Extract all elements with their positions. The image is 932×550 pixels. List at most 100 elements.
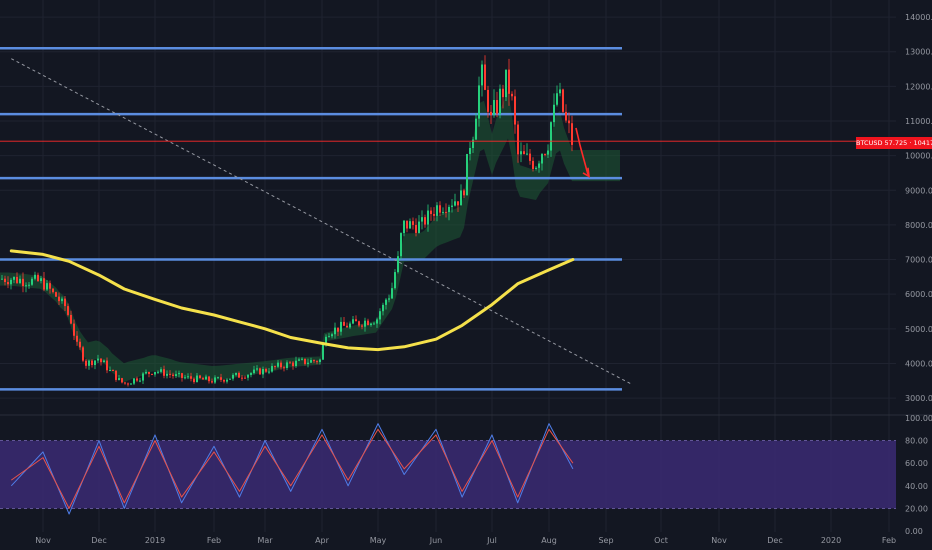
candle-body bbox=[289, 362, 291, 364]
candle-body bbox=[403, 220, 405, 234]
candle-body bbox=[454, 201, 456, 206]
oscillator-tick-label: 20.00 bbox=[905, 504, 928, 513]
price-axis: 14000.00 13000.00 12000.00 11000.00 10000.00… bbox=[905, 13, 932, 403]
candle-body bbox=[205, 376, 207, 380]
candle-body bbox=[469, 148, 471, 155]
candle-body bbox=[148, 371, 150, 374]
price-tick-label: 6000.00 bbox=[905, 290, 932, 299]
candle-body bbox=[133, 378, 135, 384]
candle-body bbox=[271, 366, 273, 372]
candle-body bbox=[511, 93, 513, 97]
candle-body bbox=[46, 283, 48, 290]
oscillator-band bbox=[0, 440, 896, 509]
candle-body bbox=[106, 360, 108, 371]
projection-arrow bbox=[575, 127, 589, 175]
candle-body bbox=[196, 375, 198, 383]
candle-body bbox=[163, 369, 165, 376]
candle-body bbox=[121, 378, 123, 383]
candle-body bbox=[40, 278, 42, 282]
candle-body bbox=[382, 304, 384, 312]
candle-body bbox=[526, 153, 528, 155]
candle-body bbox=[64, 298, 66, 307]
candle-body bbox=[481, 64, 483, 86]
candle-body bbox=[88, 360, 90, 366]
candle-body bbox=[499, 88, 501, 114]
candle-body bbox=[385, 299, 387, 305]
time-tick-label: Dec bbox=[91, 536, 106, 545]
candle-body bbox=[22, 278, 24, 287]
candle-body bbox=[343, 321, 345, 326]
candle-body bbox=[430, 210, 432, 215]
candle-body bbox=[301, 358, 303, 360]
candle-body bbox=[292, 362, 294, 367]
candle-body bbox=[358, 321, 360, 326]
price-tick-label: 10000.00 bbox=[905, 152, 932, 161]
candle-body bbox=[31, 278, 33, 285]
time-tick-label: Jun bbox=[429, 536, 443, 545]
candle-body bbox=[109, 369, 111, 371]
oscillator-tick-label: 80.00 bbox=[905, 437, 928, 446]
candle-body bbox=[355, 319, 357, 322]
candle-body bbox=[475, 118, 477, 140]
candle-body bbox=[379, 311, 381, 320]
candle-body bbox=[181, 373, 183, 378]
time-tick-label: Sep bbox=[598, 536, 613, 545]
candle-body bbox=[73, 323, 75, 336]
oscillator-tick-label: 60.00 bbox=[905, 459, 928, 468]
candle-body bbox=[298, 359, 300, 361]
candles bbox=[1, 55, 573, 387]
candle-body bbox=[487, 89, 489, 112]
candle-body bbox=[127, 383, 129, 385]
candle-body bbox=[43, 278, 45, 290]
candle-body bbox=[538, 163, 540, 168]
candle-body bbox=[277, 362, 279, 367]
candle-body bbox=[178, 373, 180, 375]
candle-body bbox=[118, 378, 120, 380]
price-badge: BTCUSD 57.725 · 10417.32 bbox=[856, 137, 932, 149]
candle-body bbox=[244, 377, 246, 379]
candle-body bbox=[124, 382, 126, 384]
time-tick-label: Oct bbox=[654, 536, 668, 545]
candle-body bbox=[295, 360, 297, 367]
time-tick-label: May bbox=[370, 536, 387, 545]
candle-body bbox=[229, 378, 231, 380]
candle-body bbox=[202, 378, 204, 380]
candle-body bbox=[91, 360, 93, 366]
price-tick-label: 8000.00 bbox=[905, 221, 932, 230]
time-tick-label: Apr bbox=[315, 536, 330, 545]
candle-body bbox=[145, 371, 147, 374]
candle-body bbox=[4, 278, 6, 283]
candle-body bbox=[439, 205, 441, 213]
candle-body bbox=[451, 205, 453, 207]
time-tick-label: Jul bbox=[486, 536, 497, 545]
oscillator-tick-label: 100.00 bbox=[905, 414, 932, 423]
candle-body bbox=[373, 323, 375, 325]
candle-body bbox=[304, 358, 306, 364]
candle-body bbox=[112, 369, 114, 371]
candle-body bbox=[547, 150, 549, 155]
projection-arrow-head bbox=[582, 167, 590, 178]
candle-body bbox=[427, 210, 429, 225]
candle-body bbox=[115, 370, 117, 380]
candle-body bbox=[67, 306, 69, 315]
price-tick-label: 9000.00 bbox=[905, 186, 932, 195]
candle-body bbox=[250, 373, 252, 375]
candle-body bbox=[100, 358, 102, 363]
candle-body bbox=[334, 327, 336, 335]
candle-body bbox=[445, 211, 447, 213]
candle-body bbox=[139, 380, 141, 382]
candle-body bbox=[274, 366, 276, 368]
candle-body bbox=[352, 319, 354, 324]
candle-body bbox=[544, 154, 546, 156]
candle-body bbox=[169, 373, 171, 375]
candle-body bbox=[463, 190, 465, 196]
candle-body bbox=[76, 335, 78, 342]
oscillator-axis: 100.00 80.00 60.00 40.00 20.00 0.00 bbox=[905, 414, 932, 536]
candle-body bbox=[286, 362, 288, 369]
candle-body bbox=[82, 347, 84, 361]
candle-body bbox=[199, 375, 201, 379]
time-tick-label: Nov bbox=[711, 536, 727, 545]
candle-body bbox=[193, 378, 195, 383]
candle-body bbox=[568, 120, 570, 124]
